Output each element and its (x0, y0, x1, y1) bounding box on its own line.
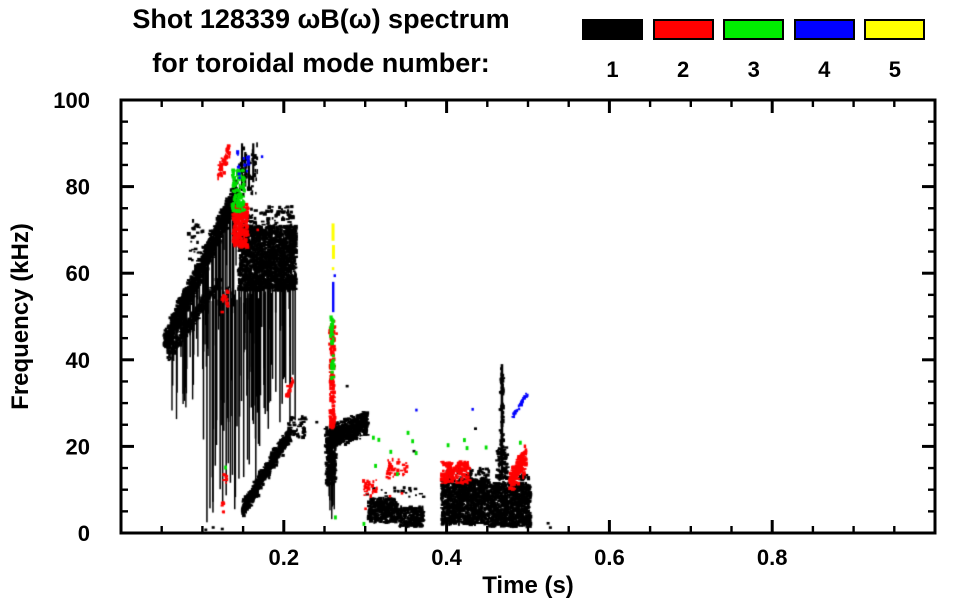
y-tick-label: 100 (53, 88, 90, 113)
plot-frame (119, 98, 937, 535)
x-tick-label: 0.4 (431, 545, 462, 570)
x-tick-label: 0.8 (757, 545, 788, 570)
y-tick-label: 40 (66, 348, 90, 373)
y-tick-label: 80 (66, 175, 90, 200)
x-tick-label: 0.6 (594, 545, 625, 570)
y-tick-label: 60 (66, 261, 90, 286)
x-tick-label: 0.2 (269, 545, 300, 570)
y-tick-label: 0 (78, 521, 90, 546)
x-axis-label: Time (s) (482, 572, 574, 599)
y-axis-label: Frequency (kHz) (7, 223, 34, 410)
y-tick-label: 20 (66, 434, 90, 459)
